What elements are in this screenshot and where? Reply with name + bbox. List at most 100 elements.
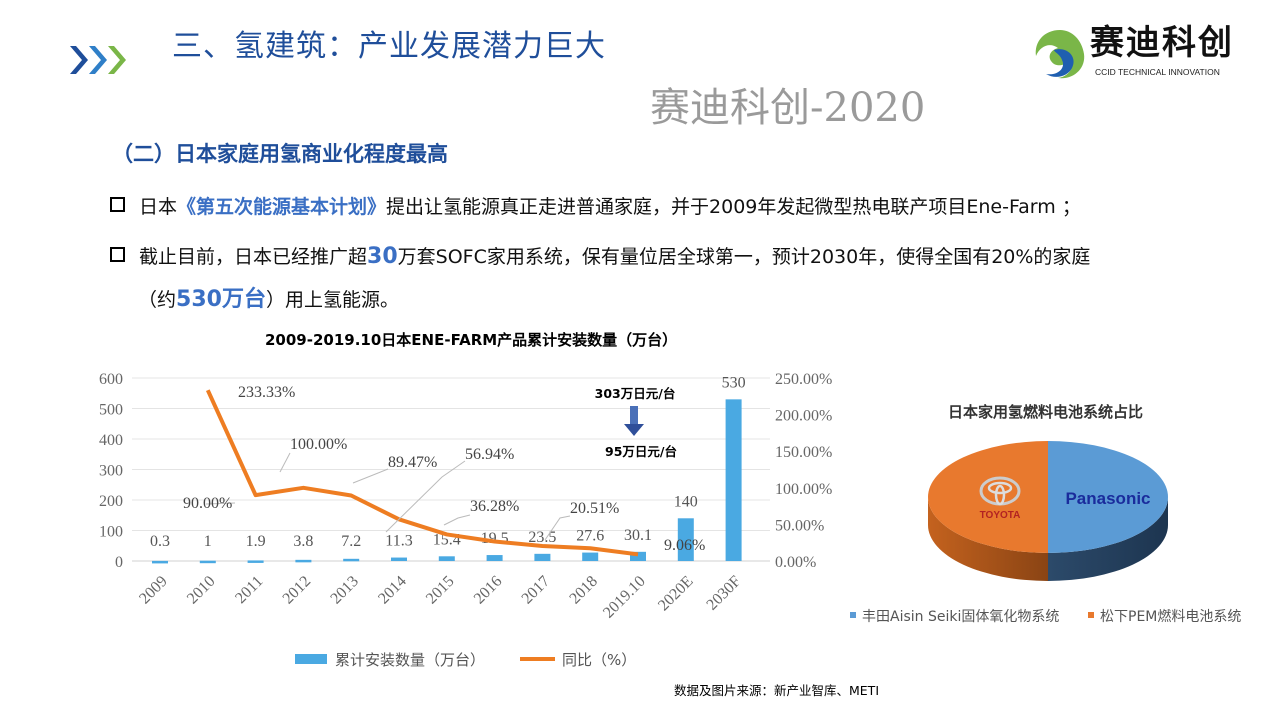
down-arrow-icon bbox=[630, 406, 638, 424]
line-data-label: 90.00% bbox=[183, 495, 232, 512]
leader-line bbox=[443, 514, 471, 526]
legend-label: 丰田Aisin Seiki固体氧化物系统 bbox=[862, 609, 1060, 625]
category-label: 2019.10 bbox=[600, 573, 649, 622]
category-label: 2030F bbox=[703, 573, 744, 614]
pie-side-blue bbox=[1048, 497, 1168, 581]
category-label: 2013 bbox=[327, 573, 362, 608]
bar-data-label: 27.6 bbox=[576, 528, 604, 545]
bullet-text: 截止目前，日本已经推广超 bbox=[139, 246, 368, 268]
bar bbox=[486, 555, 503, 561]
category-label: 2017 bbox=[519, 573, 554, 608]
line-data-label: 233.33% bbox=[238, 384, 295, 401]
left-axis-tick: 0 bbox=[115, 554, 123, 571]
bar-data-label: 3.8 bbox=[293, 533, 313, 550]
bullet-text: 提出让氢能源真正走进普通家庭，并于2009年发起微型热电联产项目Ene-Farm… bbox=[386, 196, 1081, 218]
left-axis-tick: 600 bbox=[99, 371, 123, 388]
bullet-square-icon bbox=[110, 247, 125, 262]
price-before-label: 303万日元/台 bbox=[595, 386, 676, 401]
bar bbox=[534, 553, 551, 561]
right-axis-tick: 0.00% bbox=[775, 554, 816, 571]
right-axis-tick: 200.00% bbox=[775, 408, 832, 425]
right-axis-tick: 250.00% bbox=[775, 371, 832, 388]
section-subtitle: （二）日本家庭用氢商业化程度最高 bbox=[112, 142, 448, 166]
category-label: 2018 bbox=[566, 573, 601, 608]
page-title: 三、氢建筑：产业发展潜力巨大 bbox=[172, 29, 606, 64]
bar-data-label: 0.3 bbox=[150, 533, 170, 550]
bullet-2: 截止目前，日本已经推广超30万套SOFC家用系统，保有量位居全球第一，预计203… bbox=[110, 244, 1090, 269]
bullet-text: 万套SOFC家用系统，保有量位居全球第一，预计2030年，使得全国有20%的家庭 bbox=[397, 246, 1091, 268]
bullet-text: 日本 bbox=[139, 196, 178, 218]
bar bbox=[295, 559, 312, 563]
bar-data-label: 1.9 bbox=[246, 533, 266, 550]
left-axis-tick: 100 bbox=[99, 524, 123, 541]
combo-chart: 0 100 200 300 400 500 600 0.00% 50.00% 100.00% 150… bbox=[99, 371, 832, 669]
leader-line bbox=[544, 515, 571, 541]
line-series bbox=[205, 389, 639, 557]
bar bbox=[199, 560, 216, 564]
legend-label-line: 同比（%） bbox=[562, 651, 636, 669]
legend-swatch bbox=[1088, 612, 1094, 618]
leader-line bbox=[385, 460, 466, 533]
category-label: 2020E bbox=[655, 573, 697, 615]
toyota-logo-icon: TOYOTA bbox=[979, 476, 1021, 521]
category-label: 2014 bbox=[375, 573, 410, 608]
right-axis-tick: 150.00% bbox=[775, 444, 832, 461]
bullet-1: 日本《第五次能源基本计划》提出让氢能源真正走进普通家庭，并于2009年发起微型热… bbox=[110, 196, 1081, 219]
bullet-text: （约 bbox=[138, 289, 177, 311]
legend-label-bar: 累计安装数量（万台） bbox=[335, 651, 485, 669]
pie-slice-panasonic bbox=[1048, 441, 1168, 553]
logo-subtext: CCID TECHNICAL INNOVATION bbox=[1095, 67, 1220, 77]
source-note: 数据及图片来源：新产业智库、METI bbox=[674, 683, 880, 698]
category-label: 2011 bbox=[232, 573, 266, 607]
line-data-label: 36.28% bbox=[470, 498, 519, 515]
pie-title: 日本家用氢燃料电池系统占比 bbox=[948, 403, 1144, 421]
category-label: 2016 bbox=[471, 573, 506, 608]
bar bbox=[630, 551, 646, 561]
category-label: 2010 bbox=[184, 573, 219, 608]
left-axis-tick: 200 bbox=[99, 493, 123, 510]
bar-data-label: 1 bbox=[204, 533, 212, 550]
bar bbox=[391, 557, 407, 561]
logo-mark-icon bbox=[1035, 30, 1085, 79]
left-axis-tick: 400 bbox=[99, 432, 123, 449]
bullet-highlight: 530万台 bbox=[176, 287, 266, 312]
bar bbox=[343, 558, 360, 562]
price-after-label: 95万日元/台 bbox=[605, 444, 677, 459]
pie-side-orange bbox=[928, 497, 1048, 581]
line-data-label: 9.06% bbox=[664, 537, 705, 554]
line-data-label: 100.00% bbox=[290, 436, 347, 453]
chevron-arrows-icon bbox=[70, 46, 126, 74]
bullet-highlight: 30 bbox=[367, 244, 398, 269]
pie-chart: TOYOTA Panasonic bbox=[928, 441, 1168, 581]
svg-text:TOYOTA: TOYOTA bbox=[980, 510, 1021, 521]
right-axis-tick: 50.00% bbox=[775, 517, 824, 534]
legend-swatch-bar bbox=[295, 654, 327, 664]
category-label: 2015 bbox=[423, 573, 458, 608]
bar bbox=[152, 560, 168, 564]
line-data-label: 20.51% bbox=[570, 500, 619, 517]
category-label: 2012 bbox=[280, 573, 315, 608]
logo-text: 赛迪科创 bbox=[1090, 23, 1234, 63]
bar bbox=[677, 518, 694, 561]
leader-line bbox=[352, 468, 389, 484]
bullet-text: ）用上氢能源。 bbox=[265, 289, 399, 311]
bullet-2-line2: （约530万台）用上氢能源。 bbox=[138, 287, 399, 312]
category-label: 2009 bbox=[136, 573, 171, 608]
bar-data-label: 530 bbox=[722, 374, 746, 391]
bar-data-label: 30.1 bbox=[624, 527, 652, 544]
pie-slice-toyota bbox=[928, 441, 1048, 553]
bar bbox=[438, 556, 455, 561]
bar-data-label: 140 bbox=[674, 493, 698, 510]
left-axis-tick: 500 bbox=[99, 402, 123, 419]
leader-line bbox=[205, 502, 236, 505]
bar-data-label: 11.3 bbox=[385, 533, 412, 550]
right-axis-tick: 100.00% bbox=[775, 481, 832, 498]
bullet-highlight: 《第五次能源基本计划》 bbox=[177, 196, 387, 218]
left-axis-tick: 300 bbox=[99, 463, 123, 480]
legend-swatch bbox=[850, 612, 856, 618]
down-arrow-head-icon bbox=[624, 424, 644, 436]
pie-legend-item-1: 丰田Aisin Seiki固体氧化物系统 bbox=[850, 609, 1059, 625]
line-data-label: 89.47% bbox=[388, 454, 437, 471]
bar bbox=[582, 552, 599, 561]
pie-legend-item-2: 松下PEM燃料电池系统 bbox=[1088, 609, 1241, 625]
